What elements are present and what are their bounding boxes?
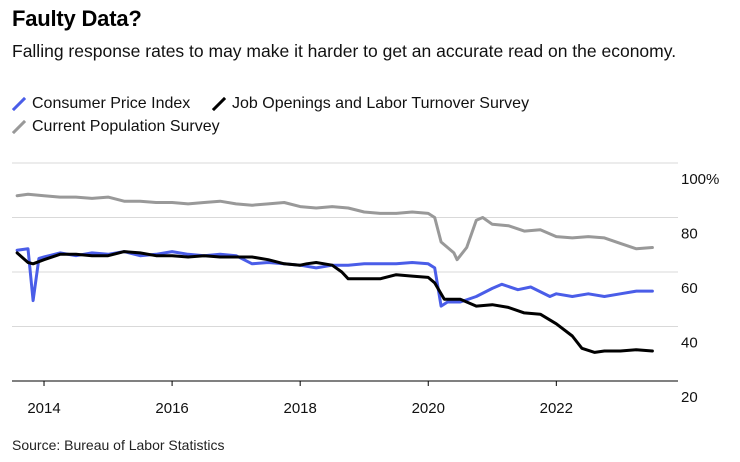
- x-tick-label-2020: 2020: [412, 400, 445, 417]
- legend-swatch-jolts: [212, 97, 226, 111]
- source-note: Source: Bureau of Labor Statistics: [12, 437, 225, 453]
- y-tick-label-80: 80: [681, 226, 698, 243]
- x-tick-label-2022: 2022: [540, 400, 573, 417]
- legend-item-cpi: Consumer Price Index: [12, 95, 190, 113]
- legend-swatch-cps: [12, 120, 26, 134]
- legend-swatch-cpi: [12, 97, 26, 111]
- x-tick-label-2018: 2018: [283, 400, 316, 417]
- chart-subtitle: Falling response rates to may make it ha…: [12, 41, 677, 61]
- y-tick-label-40: 40: [681, 335, 698, 352]
- chart-title: Faulty Data?: [12, 6, 142, 31]
- x-tick-label-2014: 2014: [27, 400, 60, 417]
- y-tick-label-20: 20: [681, 389, 698, 406]
- series-line-current-population-survey: [15, 192, 654, 262]
- series-line-job-openings-and-labor-turnover-survey: [15, 250, 654, 354]
- legend-label-jolts: Job Openings and Labor Turnover Survey: [232, 95, 530, 112]
- legend-item-jolts: Job Openings and Labor Turnover Survey: [212, 95, 529, 113]
- y-tick-label-100: 100%: [681, 171, 719, 188]
- x-tick-label-2016: 2016: [155, 400, 188, 417]
- series-line-consumer-price-index: [15, 247, 654, 308]
- legend-label-cpi: Consumer Price Index: [32, 95, 191, 112]
- legend-label-cps: Current Population Survey: [32, 118, 220, 135]
- y-tick-label-60: 60: [681, 280, 698, 297]
- legend-item-cps: Current Population Survey: [12, 118, 220, 136]
